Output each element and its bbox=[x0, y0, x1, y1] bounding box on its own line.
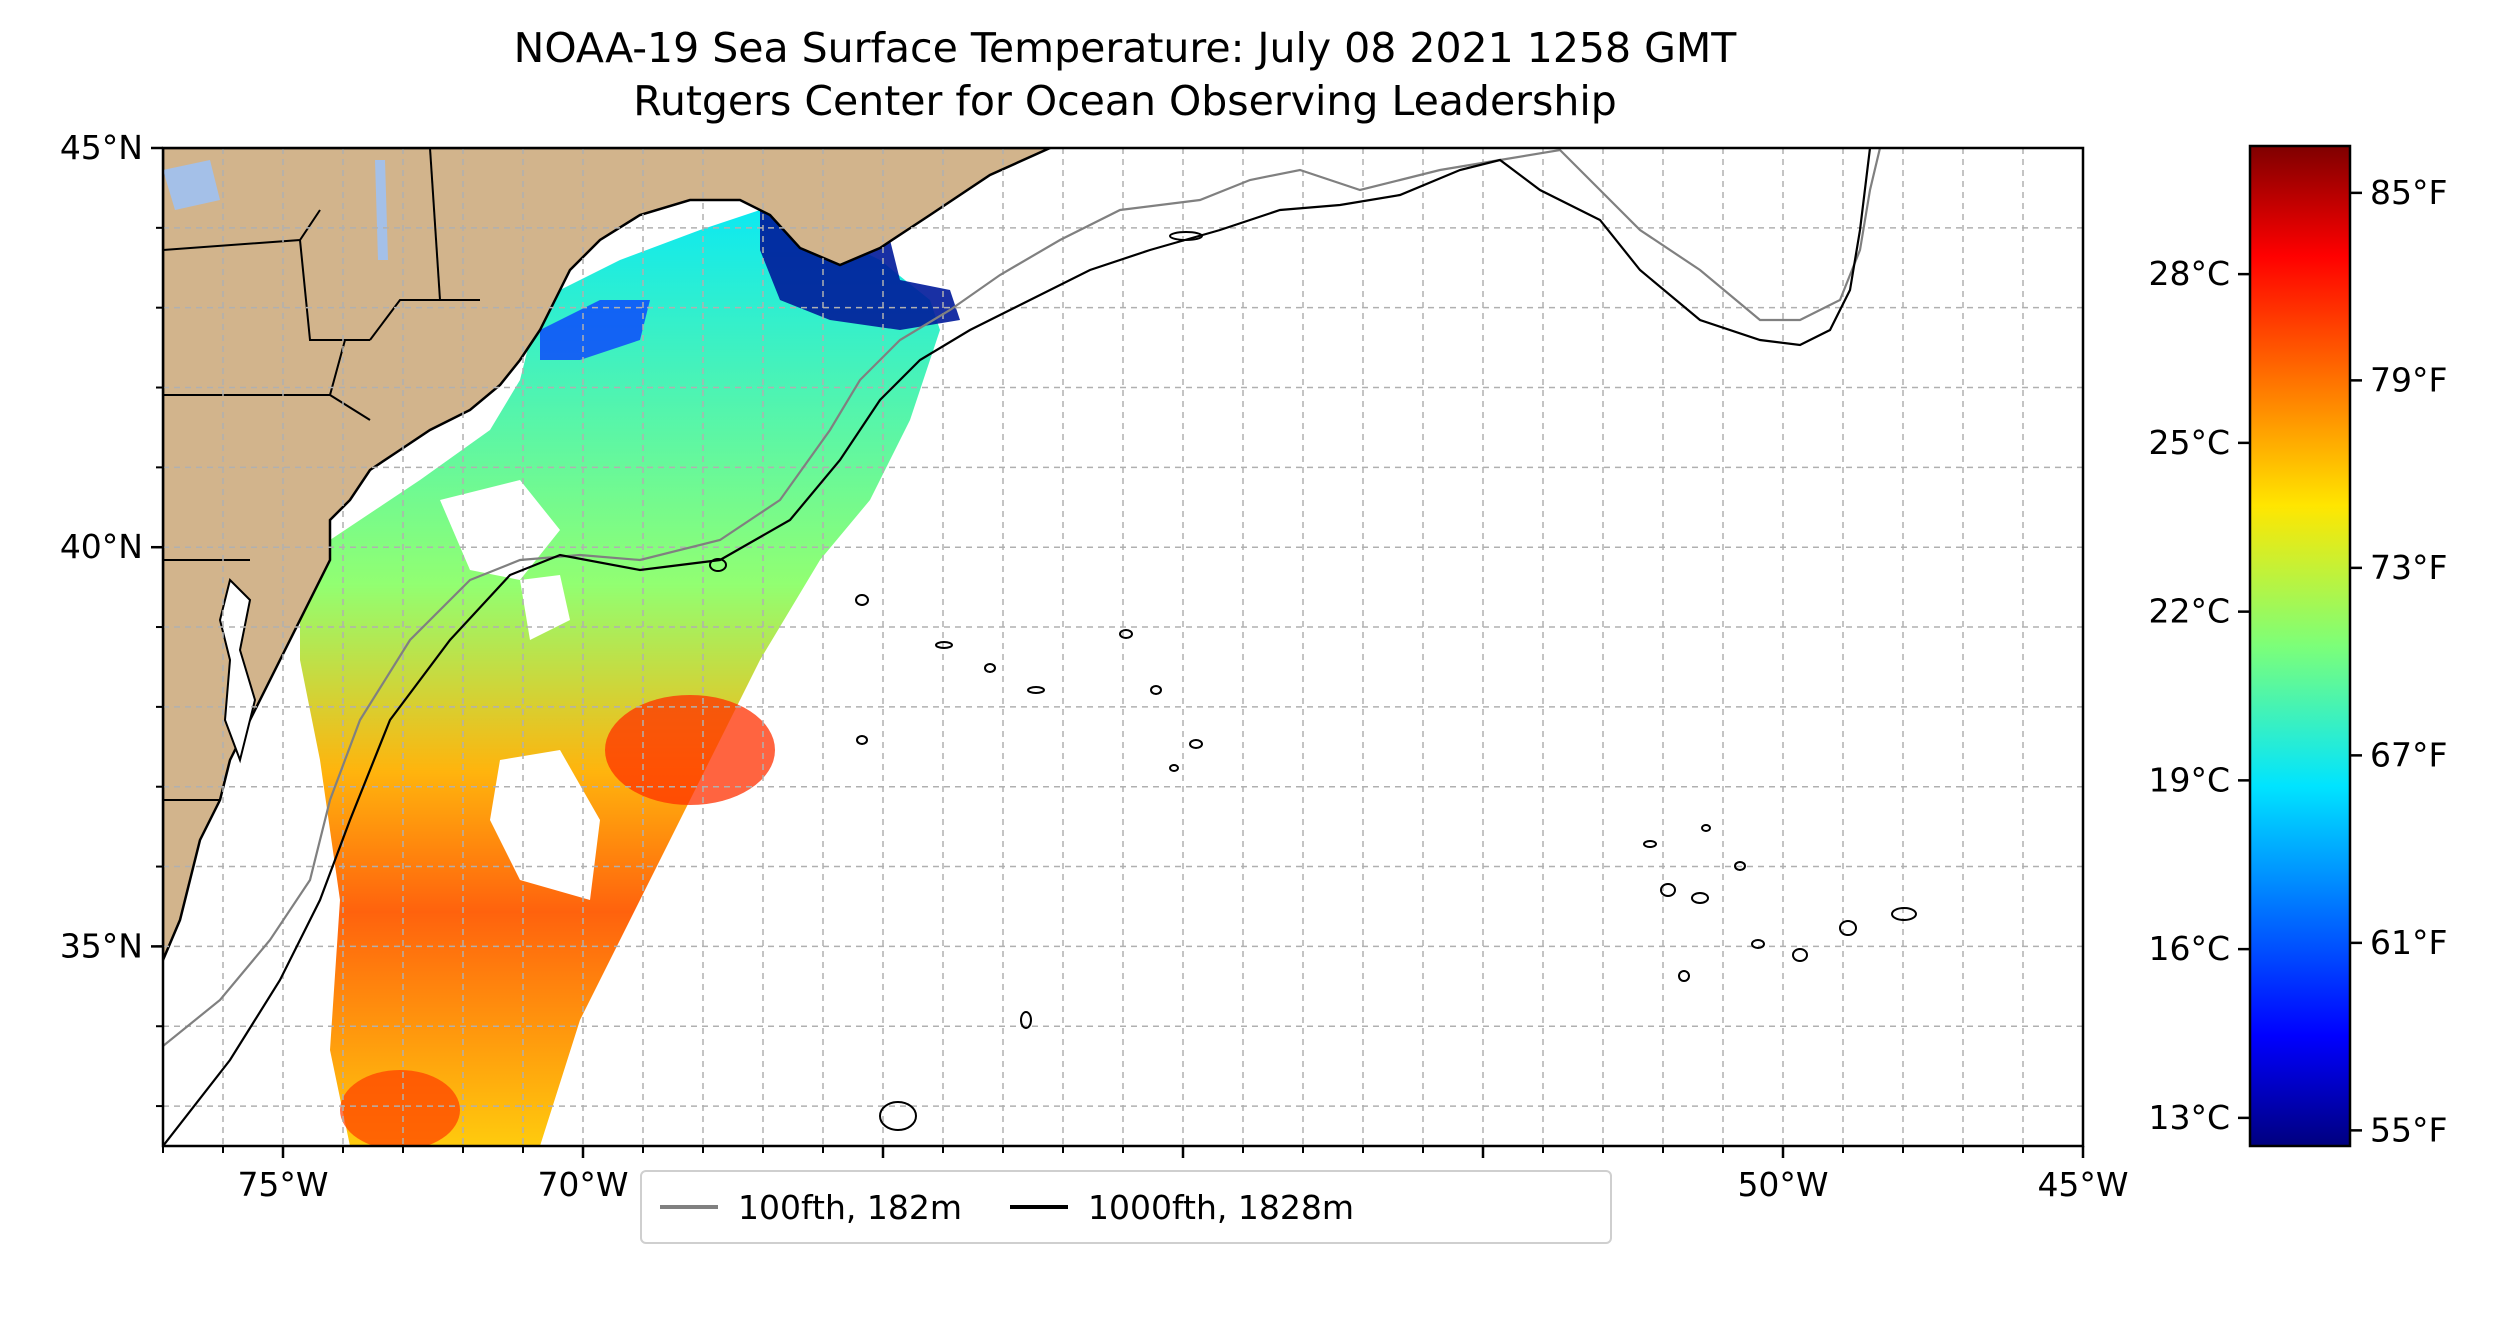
cloud-gap-3 bbox=[520, 575, 570, 640]
chart-title: NOAA-19 Sea Surface Temperature: July 08… bbox=[165, 22, 2085, 128]
colorbar: 13°C 16°C 19°C 22°C 25°C 28°C 55°F 61°F 67°F 73°… bbox=[2148, 144, 2447, 1149]
isobath-100fth bbox=[163, 148, 1882, 1047]
x-tick-label: 70°W bbox=[537, 1165, 628, 1204]
cloud-gap-2 bbox=[490, 750, 600, 900]
colorbar-celsius-label: 13°C bbox=[2148, 1098, 2230, 1137]
legend-label-1000fth: 1000fth, 1828m bbox=[1088, 1187, 1354, 1227]
y-tick-label: 40°N bbox=[60, 527, 143, 566]
colorbar-fahrenheit-label: 55°F bbox=[2370, 1110, 2447, 1149]
colorbar-fahrenheit-label: 73°F bbox=[2370, 548, 2447, 587]
title-line-1: NOAA-19 Sea Surface Temperature: July 08… bbox=[513, 24, 1737, 72]
seamount-contours bbox=[709, 231, 1917, 1131]
land-north-america bbox=[163, 148, 1051, 961]
x-tick-label: 50°W bbox=[1737, 1165, 1828, 1204]
cloud-gap-1 bbox=[440, 480, 560, 580]
y-tick-label: 45°N bbox=[60, 128, 143, 167]
colorbar-fahrenheit-label: 85°F bbox=[2370, 173, 2447, 212]
y-tick-label: 35°N bbox=[60, 926, 143, 965]
colorbar-gradient bbox=[2250, 146, 2350, 1146]
colorbar-fahrenheit-ticks: 55°F 61°F 67°F 73°F 79°F 85°F bbox=[2350, 173, 2447, 1149]
map-content bbox=[163, 148, 2083, 1146]
colorbar-celsius-ticks: 13°C 16°C 19°C 22°C 25°C 28°C bbox=[2148, 254, 2250, 1137]
x-tick-label: 45°W bbox=[2037, 1165, 2128, 1204]
colorbar-frame bbox=[2248, 144, 2352, 1148]
warm-water-core bbox=[605, 695, 775, 805]
y-axis-ticks: 45°N 40°N 35°N bbox=[60, 128, 163, 1108]
title-line-2: Rutgers Center for Ocean Observing Leade… bbox=[633, 77, 1617, 125]
lake-champlain bbox=[375, 160, 388, 260]
colorbar-celsius-label: 28°C bbox=[2148, 254, 2230, 293]
colorbar-celsius-label: 16°C bbox=[2148, 929, 2230, 968]
legend-swatch-100fth bbox=[660, 1205, 718, 1209]
colorbar-fahrenheit-label: 61°F bbox=[2370, 923, 2447, 962]
legend-label-100fth: 100fth, 182m bbox=[738, 1187, 962, 1227]
colorbar-fahrenheit-label: 79°F bbox=[2370, 360, 2447, 399]
colorbar-celsius-label: 25°C bbox=[2148, 423, 2230, 462]
legend: 100fth, 182m 1000fth, 1828m bbox=[640, 1170, 1612, 1244]
colorbar-celsius-label: 19°C bbox=[2148, 760, 2230, 799]
sst-swath bbox=[300, 210, 940, 1146]
state-borders bbox=[163, 148, 480, 801]
legend-item-100fth: 100fth, 182m bbox=[660, 1188, 962, 1227]
isobath-1000fth bbox=[163, 148, 1872, 1146]
colorbar-celsius-label: 22°C bbox=[2148, 592, 2230, 631]
colorbar-fahrenheit-label: 67°F bbox=[2370, 735, 2447, 774]
x-tick-label: 75°W bbox=[237, 1165, 328, 1204]
warm-water-core-2 bbox=[340, 1070, 460, 1146]
legend-item-1000fth: 1000fth, 1828m bbox=[1010, 1188, 1354, 1227]
legend-swatch-1000fth bbox=[1010, 1205, 1068, 1209]
inland-lake bbox=[163, 160, 220, 210]
cold-water-coastal bbox=[540, 300, 650, 360]
